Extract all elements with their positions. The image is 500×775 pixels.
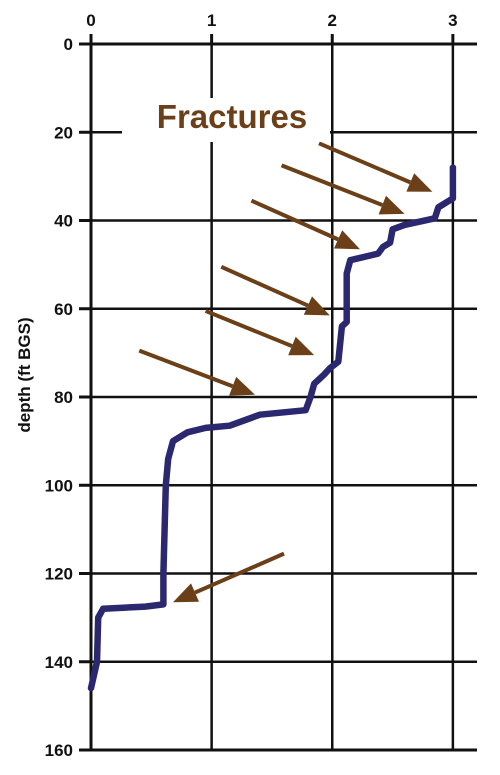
fracture-arrow-head-4: [288, 336, 315, 356]
x-tick-label-0: 0: [86, 11, 95, 30]
fracture-arrow-shaft-0: [318, 141, 412, 185]
grid: [91, 44, 477, 750]
axes: [79, 34, 477, 752]
y-tick-label-60: 60: [54, 300, 73, 319]
fracture-arrow-head-3: [303, 296, 330, 316]
fracture-arrow-6: [173, 551, 285, 603]
fracture-arrow-shaft-6: [194, 551, 285, 595]
y-tick-label-140: 140: [45, 653, 73, 672]
tick-label-group: 0 1 2 3 0 20 40 60 80 100 120 140 160 depth (ft BGS): [15, 11, 458, 760]
y-tick-label-160: 160: [45, 741, 73, 760]
fracture-arrow-shaft-1: [280, 163, 384, 207]
y-tick-label-100: 100: [45, 476, 73, 495]
y-tick-label-20: 20: [54, 123, 73, 142]
fracture-arrow-4: [204, 309, 315, 356]
fractures-annotation-label: Fractures: [157, 98, 307, 135]
fracture-arrow-head-5: [229, 376, 255, 396]
annotation-label-background: [122, 98, 330, 142]
annotation-group: Fractures: [122, 98, 433, 603]
fracture-arrow-head-1: [378, 195, 405, 215]
y-tick-label-0: 0: [64, 35, 73, 54]
fracture-arrow-1: [280, 163, 405, 215]
fracture-arrow-shaft-3: [220, 265, 309, 308]
fracture-arrow-2: [250, 198, 360, 250]
x-tick-label-3: 3: [448, 11, 457, 30]
y-tick-label-120: 120: [45, 565, 73, 584]
fracture-arrow-0: [318, 141, 433, 192]
fracture-arrow-shaft-5: [138, 348, 234, 389]
fracture-arrow-shaft-2: [250, 198, 339, 242]
series-group: [87, 164, 457, 692]
y-axis-title: depth (ft BGS): [15, 317, 34, 432]
y-tick-label-80: 80: [54, 388, 73, 407]
fracture-arrow-head-6: [173, 583, 199, 603]
fracture-arrow-shaft-4: [204, 309, 293, 348]
fracture-arrow-head-2: [334, 230, 360, 250]
fracture-arrow-5: [138, 348, 255, 396]
fracture-arrow-head-0: [406, 173, 433, 192]
y-tick-label-40: 40: [54, 212, 73, 231]
series-line-0: [87, 164, 457, 692]
x-tick-label-1: 1: [207, 11, 216, 30]
fracture-arrow-3: [220, 265, 330, 316]
x-tick-label-2: 2: [328, 11, 337, 30]
